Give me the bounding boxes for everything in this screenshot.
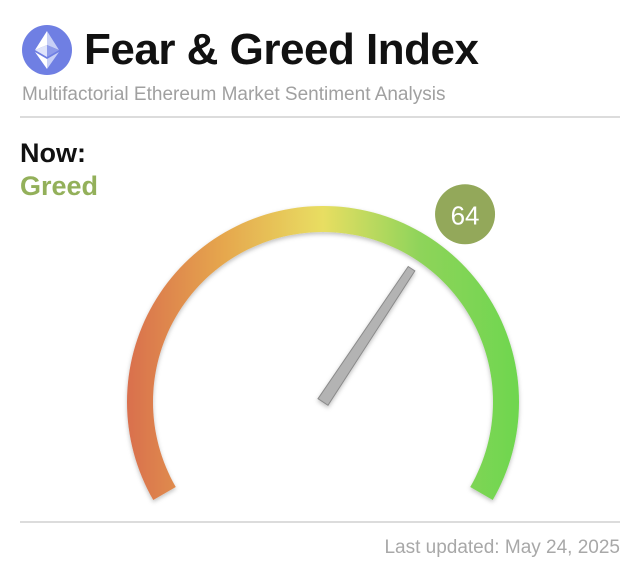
header: Fear & Greed Index Multifactorial Ethere… <box>22 22 620 106</box>
value-badge-text: 64 <box>451 200 480 230</box>
title-row: Fear & Greed Index <box>22 22 620 78</box>
last-updated: Last updated: May 24, 2025 <box>384 537 620 558</box>
sentiment-classification: Greed <box>20 171 99 201</box>
gauge-needle <box>317 265 416 407</box>
page-subtitle: Multifactorial Ethereum Market Sentiment… <box>22 84 446 105</box>
gauge-arc <box>127 206 519 500</box>
top-divider <box>20 116 620 118</box>
ethereum-icon <box>22 25 72 75</box>
value-badge <box>435 184 496 245</box>
now-label: Now: <box>20 138 86 168</box>
bottom-divider <box>20 521 620 523</box>
page-title: Fear & Greed Index <box>84 25 479 74</box>
